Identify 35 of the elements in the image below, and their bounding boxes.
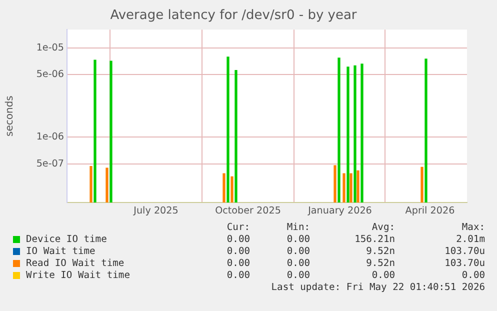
y-tick-label: 1e-06 [36, 132, 64, 143]
legend-label: Write IO Wait time [26, 270, 130, 282]
text: 0.00 [226, 258, 250, 270]
legend-label: Read IO Wait time [26, 258, 124, 270]
text: 0.00 [226, 270, 250, 282]
text: 156.21n [354, 234, 395, 246]
x-tick-label: April 2026 [405, 206, 455, 217]
text: 0.00 [226, 234, 250, 246]
text: 0.00 [286, 234, 310, 245]
x-tick-label: July 2025 [132, 206, 178, 217]
text: 0.00 [370, 270, 395, 282]
text: 2.01m [455, 234, 485, 246]
y-tick-label: 5e-07 [36, 158, 64, 170]
text: 103.70u [444, 258, 485, 270]
text: 0.00 [460, 270, 485, 282]
y-axis-title: seconds [4, 96, 16, 136]
text: Max: [460, 222, 485, 234]
text: Min: [286, 222, 310, 233]
y-tick-label: 5e-06 [36, 69, 64, 80]
legend-label: Device IO time [26, 234, 107, 246]
text: 0.00 [286, 246, 310, 257]
x-tick-label: October 2025 [215, 206, 281, 217]
text: Last update: Fri May 22 01:40:51 2026 [271, 282, 485, 294]
text: 0.00 [286, 270, 310, 281]
text: 103.70u [444, 246, 485, 258]
text: 0.00 [226, 246, 250, 258]
y-tick-label: 1e-05 [36, 42, 64, 54]
x-tick-label: January 2026 [307, 206, 372, 217]
chart-title: Average latency for /dev/sr0 - by year [110, 8, 358, 24]
text: 9.52n [365, 246, 395, 258]
text: Cur: [226, 222, 250, 234]
text: 0.00 [286, 258, 310, 269]
text: Avg: [370, 222, 395, 234]
legend-label: IO Wait time [26, 246, 96, 258]
text: 9.52n [365, 258, 395, 270]
